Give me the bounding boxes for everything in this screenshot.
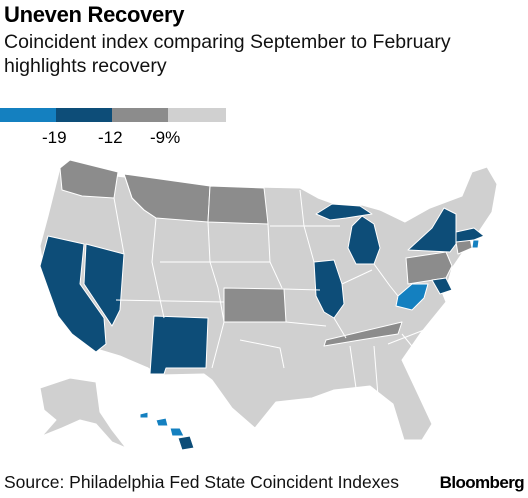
state-massachusetts [455, 227, 485, 243]
legend-bin-3 [112, 108, 168, 122]
state-washington [59, 159, 119, 199]
state-hawaii-3 [169, 427, 185, 437]
state-alaska [39, 377, 127, 449]
state-pennsylvania [405, 251, 453, 285]
state-tennessee [323, 321, 403, 347]
state-north-dakota [207, 185, 269, 225]
source-note: Source: Philadelphia Fed State Coinciden… [4, 472, 399, 492]
state-west-virginia [395, 283, 429, 311]
state-new-mexico [149, 315, 209, 375]
map-subtitle: Coincident index comparing September to … [4, 31, 451, 77]
state-borders [113, 173, 425, 397]
state-illinois [313, 259, 345, 319]
map-title: Uneven Recovery [4, 2, 185, 27]
state-hawaii-2 [155, 417, 169, 427]
state-kansas [223, 287, 287, 323]
state-hawaii-1 [139, 411, 149, 419]
legend-color-bar [0, 108, 226, 122]
legend-label-1: -19 [42, 128, 67, 147]
state-maryland [431, 277, 453, 295]
state-michigan-upper [315, 203, 373, 221]
legend-label-2: -12 [98, 128, 123, 147]
state-michigan-lower [347, 215, 381, 265]
legend-bin-1 [0, 108, 56, 122]
state-hawaii-4 [177, 435, 195, 451]
state-rhode-island [471, 239, 480, 249]
us-map [39, 159, 498, 451]
legend-bin-4 [168, 108, 226, 122]
state-new-york [407, 207, 457, 253]
legend-bin-2 [56, 108, 112, 122]
bloomberg-logo: Bloomberg [439, 473, 525, 492]
state-nevada [83, 243, 125, 327]
legend-label-3: -9% [150, 128, 181, 147]
state-california [39, 235, 107, 353]
